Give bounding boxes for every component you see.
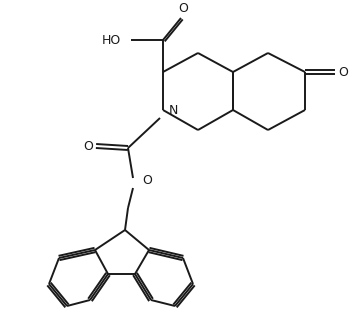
Text: O: O: [83, 139, 93, 152]
Text: O: O: [338, 66, 348, 79]
Text: O: O: [142, 175, 152, 188]
Text: HO: HO: [102, 33, 121, 46]
Text: N: N: [169, 105, 178, 118]
Text: O: O: [178, 3, 188, 16]
